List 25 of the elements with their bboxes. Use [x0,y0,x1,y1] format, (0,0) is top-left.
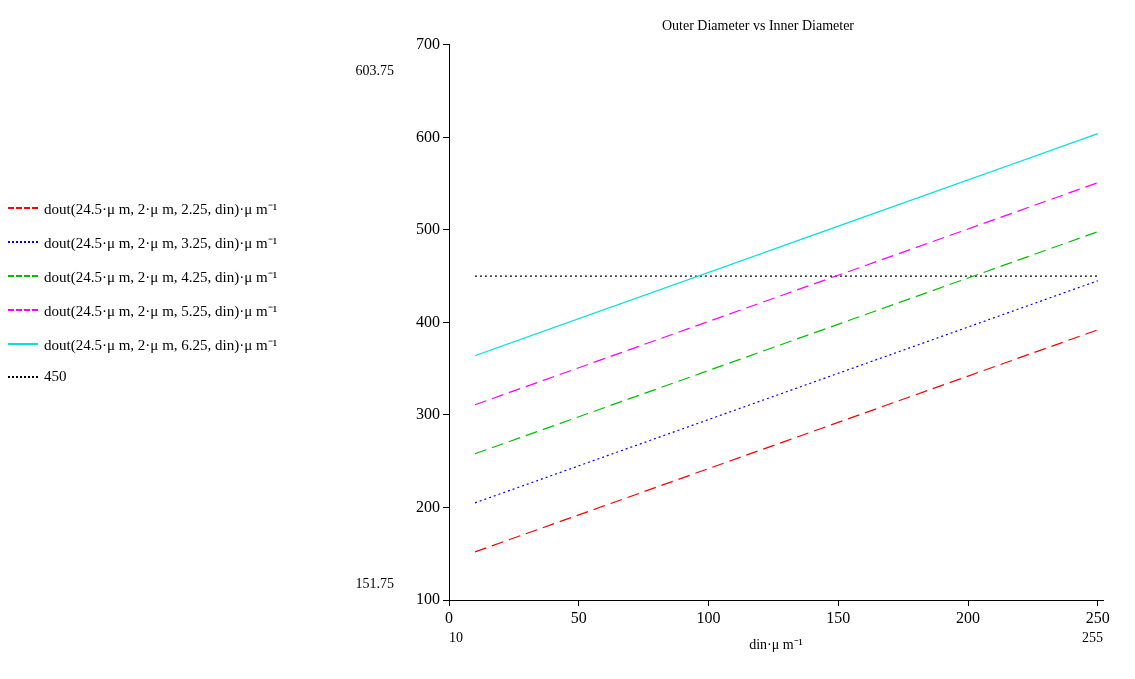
y-tick-label: 400 [416,312,440,330]
x-tick-label: 50 [570,608,587,626]
y-tick-label: 600 [416,127,440,145]
x-tick-label: 200 [956,608,981,626]
legend-label: dout(24.5·μ m, 2·μ m, 3.25, din)·μ m⁻¹ [44,234,278,252]
y-tick-label: 700 [416,35,440,52]
x-axis-title: din·μ m⁻¹ [749,637,803,653]
text: 10 [449,630,463,645]
chart-title: Outer Diameter vs Inner Diameter [661,18,855,34]
legend-label: dout(24.5·μ m, 2·μ m, 5.25, din)·μ m⁻¹ [44,302,278,320]
y-tick-label: 100 [416,590,440,608]
x-tick-label: 100 [696,608,721,626]
text: 151.75 [355,576,394,591]
legend-label: dout(24.5·μ m, 2·μ m, 4.25, din)·μ m⁻¹ [44,268,278,286]
legend-label: dout(24.5·μ m, 2·μ m, 2.25, din)·μ m⁻¹ [44,200,278,218]
x-tick-label: 150 [826,608,851,626]
text: 603.75 [355,62,394,78]
x-tick-label: 0 [445,608,453,626]
text: 255 [1082,630,1103,645]
legend-label: dout(24.5·μ m, 2·μ m, 6.25, din)·μ m⁻¹ [44,336,278,354]
x-tick-label: 250 [1085,608,1110,626]
y-tick-label: 200 [416,497,440,515]
legend-label: 450 [44,368,67,385]
y-tick-label: 300 [416,405,440,423]
y-tick-label: 500 [416,220,440,238]
